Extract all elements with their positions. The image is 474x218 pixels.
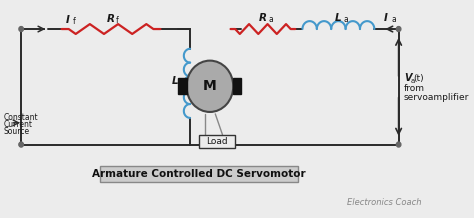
Bar bbox=[233, 78, 241, 94]
Text: R: R bbox=[259, 13, 267, 23]
Text: (t): (t) bbox=[413, 74, 424, 83]
Text: f: f bbox=[73, 17, 75, 26]
Text: R: R bbox=[107, 14, 115, 24]
Text: f: f bbox=[183, 78, 186, 87]
Text: Electronics Coach: Electronics Coach bbox=[347, 198, 422, 207]
Text: L: L bbox=[172, 76, 178, 86]
Text: Source: Source bbox=[3, 127, 29, 136]
Text: a: a bbox=[344, 15, 348, 24]
Bar bbox=[100, 166, 298, 182]
Circle shape bbox=[187, 61, 233, 112]
Text: I: I bbox=[66, 15, 70, 25]
Circle shape bbox=[19, 142, 23, 147]
Text: V: V bbox=[404, 73, 411, 83]
Text: Constant: Constant bbox=[3, 113, 38, 122]
Circle shape bbox=[19, 143, 23, 146]
Text: a: a bbox=[410, 78, 415, 84]
Circle shape bbox=[396, 27, 401, 31]
Text: a: a bbox=[392, 15, 396, 24]
Text: I: I bbox=[384, 13, 388, 23]
Text: a: a bbox=[268, 15, 273, 24]
Text: Armature Controlled DC Servomotor: Armature Controlled DC Servomotor bbox=[92, 169, 306, 179]
Text: Current: Current bbox=[3, 120, 32, 129]
Text: f: f bbox=[116, 16, 118, 25]
Text: L: L bbox=[335, 13, 342, 23]
Text: from: from bbox=[404, 84, 425, 93]
Bar bbox=[178, 78, 187, 94]
Text: servoamplifier: servoamplifier bbox=[404, 93, 469, 102]
Circle shape bbox=[396, 142, 401, 147]
Text: M: M bbox=[203, 79, 217, 93]
Text: Load: Load bbox=[206, 137, 228, 146]
Bar bbox=[199, 135, 235, 148]
Circle shape bbox=[19, 27, 23, 31]
